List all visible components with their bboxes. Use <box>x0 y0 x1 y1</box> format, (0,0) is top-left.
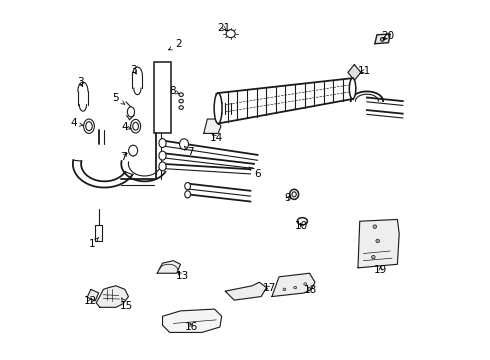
Ellipse shape <box>159 162 166 171</box>
Text: 6: 6 <box>249 167 261 179</box>
Ellipse shape <box>131 120 141 133</box>
Text: 19: 19 <box>374 265 387 275</box>
Ellipse shape <box>179 106 183 109</box>
Ellipse shape <box>283 288 286 291</box>
Ellipse shape <box>159 139 166 148</box>
Polygon shape <box>163 309 221 332</box>
Polygon shape <box>87 289 98 301</box>
Ellipse shape <box>297 218 307 225</box>
Ellipse shape <box>214 93 222 123</box>
Polygon shape <box>96 286 128 307</box>
Bar <box>96 225 102 241</box>
Text: 4: 4 <box>122 122 131 132</box>
Ellipse shape <box>127 107 135 117</box>
Ellipse shape <box>129 145 138 156</box>
Ellipse shape <box>294 286 296 289</box>
Polygon shape <box>272 273 315 297</box>
Text: 1: 1 <box>89 237 98 249</box>
Ellipse shape <box>226 30 235 38</box>
Ellipse shape <box>179 93 183 96</box>
Text: 7: 7 <box>184 146 194 157</box>
Ellipse shape <box>371 255 375 259</box>
Text: 7: 7 <box>121 152 127 162</box>
Text: 4: 4 <box>70 118 83 128</box>
Ellipse shape <box>179 139 189 149</box>
Text: 2: 2 <box>169 40 182 50</box>
Text: 16: 16 <box>185 322 198 332</box>
Ellipse shape <box>381 38 384 41</box>
Ellipse shape <box>179 99 183 103</box>
Polygon shape <box>348 64 361 80</box>
Text: 20: 20 <box>381 31 394 41</box>
Text: 8: 8 <box>169 86 179 96</box>
Text: 12: 12 <box>83 296 97 306</box>
Ellipse shape <box>290 189 298 199</box>
Text: 3: 3 <box>77 77 83 87</box>
Ellipse shape <box>84 119 95 134</box>
Polygon shape <box>157 261 180 273</box>
Ellipse shape <box>376 239 379 243</box>
Ellipse shape <box>304 283 307 285</box>
Polygon shape <box>204 119 221 134</box>
Ellipse shape <box>185 191 191 198</box>
Ellipse shape <box>373 225 377 228</box>
Text: 5: 5 <box>113 93 124 104</box>
Text: 9: 9 <box>285 193 292 203</box>
Polygon shape <box>225 282 267 300</box>
Text: 15: 15 <box>120 298 133 311</box>
Ellipse shape <box>349 78 356 99</box>
Ellipse shape <box>159 151 166 160</box>
Text: 11: 11 <box>357 66 370 76</box>
Text: 18: 18 <box>304 285 317 296</box>
Text: 17: 17 <box>263 283 276 293</box>
Ellipse shape <box>185 183 191 190</box>
Text: 14: 14 <box>210 133 223 143</box>
Text: 13: 13 <box>175 271 189 281</box>
Polygon shape <box>358 220 399 268</box>
Polygon shape <box>375 34 390 44</box>
Bar <box>153 62 171 134</box>
Text: 3: 3 <box>130 64 137 75</box>
Text: 21: 21 <box>217 23 230 33</box>
Text: 10: 10 <box>295 221 308 231</box>
